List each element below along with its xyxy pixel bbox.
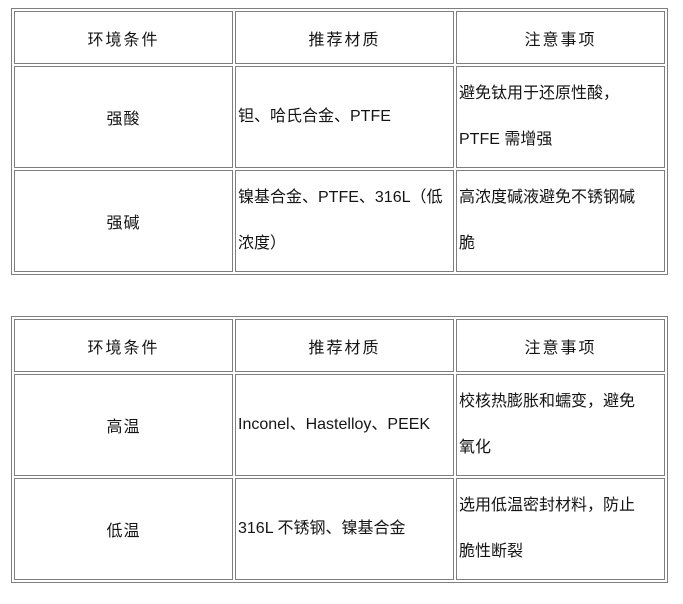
- document-page: 环境条件 推荐材质 注意事项 强酸 钽、哈氏合金、PTFE 避免钛用于还原性酸，…: [11, 8, 668, 583]
- cell-notes: 避免钛用于还原性酸， PTFE 需增强: [456, 66, 665, 168]
- header-row: 环境条件 推荐材质 注意事项: [14, 11, 665, 64]
- cell-notes: 选用低温密封材料，防止 脆性断裂: [456, 478, 665, 580]
- cell-materials: 钽、哈氏合金、PTFE: [235, 66, 454, 168]
- table-row-high-temperature: 高温 Inconel、Hastelloy、PEEK 校核热膨胀和蠕变，避免 氧化: [14, 374, 665, 476]
- header-recommended-material: 推荐材质: [235, 11, 454, 64]
- header-env-condition: 环境条件: [14, 11, 233, 64]
- header-notes: 注意事项: [456, 319, 665, 372]
- table-row-strong-acid: 强酸 钽、哈氏合金、PTFE 避免钛用于还原性酸， PTFE 需增强: [14, 66, 665, 168]
- cell-materials: 镍基合金、PTFE、316L（低 浓度）: [235, 170, 454, 272]
- chemical-environment-table: 环境条件 推荐材质 注意事项 强酸 钽、哈氏合金、PTFE 避免钛用于还原性酸，…: [11, 8, 668, 275]
- cell-notes: 高浓度碱液避免不锈钢碱 脆: [456, 170, 665, 272]
- cell-notes: 校核热膨胀和蠕变，避免 氧化: [456, 374, 665, 476]
- table-row-low-temperature: 低温 316L 不锈钢、镍基合金 选用低温密封材料，防止 脆性断裂: [14, 478, 665, 580]
- header-recommended-material: 推荐材质: [235, 319, 454, 372]
- header-row: 环境条件 推荐材质 注意事项: [14, 319, 665, 372]
- cell-materials: 316L 不锈钢、镍基合金: [235, 478, 454, 580]
- header-env-condition: 环境条件: [14, 319, 233, 372]
- cell-condition: 强酸: [14, 66, 233, 168]
- temperature-environment-table: 环境条件 推荐材质 注意事项 高温 Inconel、Hastelloy、PEEK…: [11, 316, 668, 583]
- cell-condition: 强碱: [14, 170, 233, 272]
- cell-condition: 低温: [14, 478, 233, 580]
- cell-materials: Inconel、Hastelloy、PEEK: [235, 374, 454, 476]
- header-notes: 注意事项: [456, 11, 665, 64]
- cell-condition: 高温: [14, 374, 233, 476]
- table-row-strong-alkali: 强碱 镍基合金、PTFE、316L（低 浓度） 高浓度碱液避免不锈钢碱 脆: [14, 170, 665, 272]
